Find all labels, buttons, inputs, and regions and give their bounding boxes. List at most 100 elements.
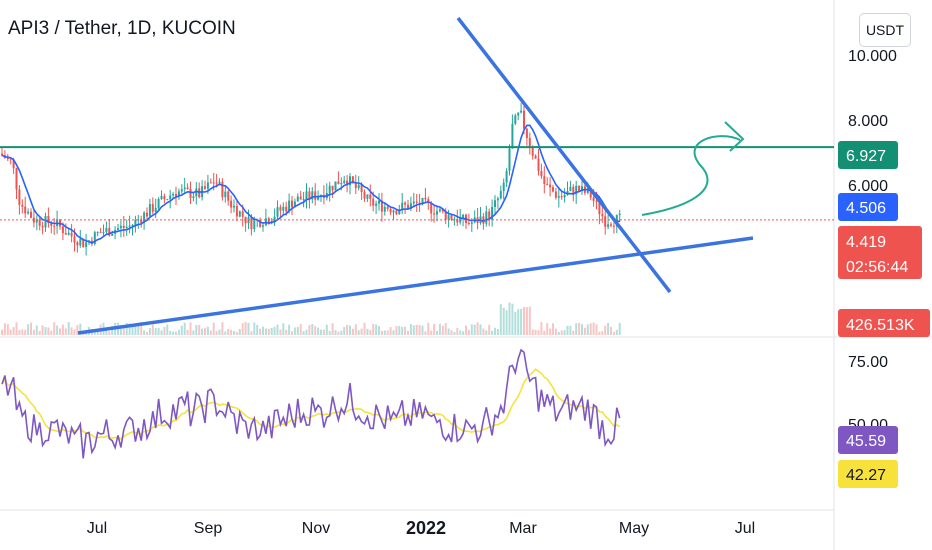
volume-bar (262, 326, 264, 335)
candle-body (299, 196, 302, 200)
volume-bar (378, 326, 380, 335)
ascending-trendline (77, 236, 754, 335)
time-tick-mar: Mar (509, 520, 537, 537)
volume-bar (235, 331, 238, 335)
candle-body (160, 196, 163, 199)
volume-bar (438, 323, 441, 335)
volume-bar (241, 323, 244, 335)
volume-bar (140, 322, 143, 335)
candle-body (131, 224, 134, 226)
volume-bar (244, 322, 247, 335)
candle-body (76, 242, 79, 246)
volume-label-bg (838, 309, 930, 337)
countdown-label: 02:56:44 (846, 259, 908, 276)
candle-body (317, 196, 320, 200)
candle-body (183, 187, 186, 190)
volume-bar (105, 328, 108, 335)
volume-bar (27, 324, 30, 335)
volume-bar (21, 329, 24, 335)
candle-body (206, 182, 209, 189)
candle-body (102, 231, 105, 233)
candle-body (537, 158, 540, 171)
volume-bar (302, 331, 305, 335)
volume-bar (322, 329, 325, 335)
volume-bar (224, 331, 227, 335)
volume-bar (169, 330, 172, 335)
candle-body (360, 185, 363, 192)
volume-bar (175, 331, 177, 335)
volume-bar (360, 328, 363, 335)
volume-bar (427, 322, 430, 335)
volume-bar (157, 327, 160, 335)
candle-body (279, 207, 282, 211)
candle-body (363, 191, 366, 199)
volume-bar (467, 330, 470, 335)
candle-body (148, 204, 151, 217)
candle-body (557, 196, 560, 198)
candle-body (372, 198, 375, 206)
candle-body (407, 204, 409, 210)
volume-bar (192, 330, 195, 335)
volume-bar (349, 325, 351, 335)
time-tick-2022: 2022 (406, 518, 446, 538)
volume-bar (351, 328, 354, 335)
candle-body (93, 232, 96, 244)
candle-body (575, 185, 578, 195)
volume-bar (1, 329, 3, 335)
candle-body (595, 200, 598, 202)
candle-body (412, 201, 415, 204)
volume-bar (473, 324, 476, 335)
candle-body (230, 200, 233, 208)
volume-bar (340, 330, 343, 335)
volume-bar (3, 323, 6, 335)
volume-bar (285, 329, 288, 335)
volume-bar (462, 331, 465, 335)
volume-bar (76, 325, 79, 335)
candle-body (259, 219, 262, 227)
candle-body (15, 168, 18, 190)
candle-body (525, 128, 528, 138)
volume-bar (282, 323, 285, 335)
candle-body (534, 155, 537, 159)
volume-bar (386, 330, 389, 335)
volume-bar (328, 331, 331, 335)
volume-bar (96, 330, 99, 335)
candle-body (438, 209, 441, 212)
candle-body (488, 211, 491, 220)
volume-bar (247, 322, 250, 335)
volume-bar (363, 322, 366, 335)
candle-body (241, 211, 244, 217)
candle-body (61, 226, 64, 234)
volume-bar (540, 322, 543, 335)
volume-bar (375, 324, 378, 335)
volume-bar (354, 324, 357, 335)
volume-bar (465, 325, 467, 335)
volume-bar (523, 307, 525, 335)
candle-body (343, 180, 346, 184)
volume-bar (612, 331, 615, 335)
candle-body (349, 176, 351, 186)
volume-bar (305, 329, 308, 335)
candle-body (163, 196, 166, 200)
volume-bar (575, 323, 578, 335)
candle-body (424, 197, 427, 200)
candle-body (354, 182, 357, 189)
volume-bar (238, 328, 241, 335)
volume-bar (32, 329, 35, 335)
volume-bar (311, 324, 314, 335)
candle-body (253, 220, 256, 230)
currency-button[interactable]: USDT (859, 13, 911, 47)
volume-bar (325, 324, 328, 335)
volume-bar (299, 324, 302, 335)
volume-bar (415, 324, 418, 335)
candle-body (276, 207, 279, 217)
volume-bar (581, 324, 583, 335)
candle-body (447, 215, 450, 220)
volume-bar (392, 330, 395, 335)
volume-bar (511, 303, 514, 335)
chart-title: API3 / Tether, 1D, KUCOIN (8, 18, 236, 39)
volume-bar (560, 330, 563, 335)
candle-body (351, 176, 354, 183)
candle-body (520, 110, 523, 113)
